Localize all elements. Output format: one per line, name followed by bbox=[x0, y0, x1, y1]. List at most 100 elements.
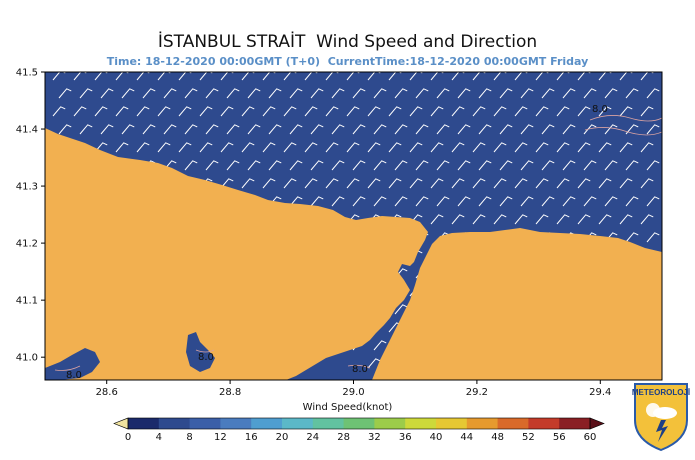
wind-barb bbox=[325, 142, 339, 153]
wind-barb bbox=[668, 233, 680, 242]
wind-barb bbox=[661, 331, 662, 332]
wind-barb bbox=[583, 124, 597, 135]
wind-barb bbox=[79, 124, 93, 135]
wind-barb bbox=[388, 142, 402, 153]
wind-barb bbox=[451, 178, 465, 189]
wind-barb bbox=[430, 214, 444, 225]
wind-barb bbox=[619, 142, 633, 153]
wind-barb bbox=[556, 214, 570, 225]
wind-barb bbox=[493, 178, 507, 189]
colorbar-tick-label: 0 bbox=[125, 432, 131, 443]
wind-barb bbox=[520, 88, 534, 99]
wind-barb bbox=[472, 178, 486, 189]
wind-barb bbox=[346, 142, 360, 153]
wind-barb bbox=[304, 178, 318, 189]
wind-barb bbox=[394, 124, 408, 135]
wind-barb bbox=[577, 178, 591, 189]
colorbar-segment bbox=[497, 418, 529, 429]
wind-barb bbox=[640, 178, 654, 189]
wind-barb bbox=[268, 160, 282, 171]
wind-barb bbox=[478, 196, 492, 207]
colorbar-segment bbox=[312, 418, 345, 429]
wind-barb bbox=[178, 106, 192, 117]
wind-barb bbox=[499, 88, 513, 99]
wind-barb bbox=[325, 178, 339, 189]
colorbar-tick-label: 40 bbox=[430, 432, 443, 443]
wind-barb bbox=[205, 124, 219, 135]
wind-barb bbox=[520, 160, 534, 171]
wind-barb bbox=[367, 178, 381, 189]
wind-barb bbox=[310, 124, 324, 135]
wind-barb bbox=[430, 106, 444, 117]
wind-barb bbox=[520, 196, 534, 207]
wind-barb bbox=[457, 124, 471, 135]
wind-barb bbox=[668, 197, 680, 206]
wind-barb bbox=[436, 160, 450, 171]
wind-barb bbox=[310, 196, 324, 207]
wind-barb bbox=[472, 106, 486, 117]
colorbar-segment bbox=[436, 418, 468, 429]
colorbar-segment bbox=[559, 418, 591, 429]
colorbar-tick-label: 28 bbox=[337, 432, 350, 443]
wind-barb bbox=[241, 178, 255, 189]
wind-barb bbox=[283, 178, 297, 189]
colorbar-max-extend bbox=[589, 417, 605, 430]
wind-barb bbox=[478, 160, 492, 171]
wind-barb bbox=[268, 124, 282, 135]
colorbar-tick-label: 24 bbox=[306, 432, 319, 443]
wind-barb bbox=[289, 124, 303, 135]
bay-west bbox=[45, 348, 100, 380]
wind-barb bbox=[472, 142, 486, 153]
colorbar-segment bbox=[158, 418, 191, 429]
wind-barb bbox=[640, 106, 654, 117]
wind-barb bbox=[184, 124, 198, 135]
wind-barb bbox=[373, 88, 387, 99]
wind-barb bbox=[241, 142, 255, 153]
wind-barb bbox=[115, 106, 129, 117]
wind-barb bbox=[373, 160, 387, 171]
wind-barb bbox=[535, 214, 549, 225]
wind-barb bbox=[619, 178, 633, 189]
x-tick-label: 28.8 bbox=[219, 387, 241, 398]
contour-label-1: 8.0 bbox=[592, 104, 608, 115]
y-tick-label: 41.1 bbox=[16, 296, 38, 307]
y-tick-label: 41.5 bbox=[16, 68, 38, 79]
wind-barb bbox=[661, 223, 662, 224]
wind-barb bbox=[199, 106, 213, 117]
wind-barb bbox=[331, 160, 345, 171]
wind-barb bbox=[310, 88, 324, 99]
colorbar-tick-label: 20 bbox=[276, 432, 289, 443]
wind-barb bbox=[178, 142, 192, 153]
contours bbox=[54, 115, 662, 371]
colorbar-tick-label: 52 bbox=[522, 432, 535, 443]
wind-barb bbox=[619, 214, 633, 225]
x-tick-label: 29.0 bbox=[342, 387, 364, 398]
wind-barb bbox=[184, 88, 198, 99]
wind-barb bbox=[577, 214, 591, 225]
wind-barb bbox=[331, 124, 345, 135]
bay-kucukcekmece bbox=[186, 332, 215, 372]
wind-barb bbox=[352, 196, 366, 207]
colorbar-tick-label: 4 bbox=[156, 432, 162, 443]
y-tick-label: 41.3 bbox=[16, 182, 38, 193]
wind-barb bbox=[668, 305, 680, 314]
wind-barb bbox=[283, 142, 297, 153]
wind-barb bbox=[247, 124, 261, 135]
wind-barb bbox=[121, 124, 135, 135]
wind-barb bbox=[646, 196, 660, 207]
wind-barb bbox=[541, 124, 555, 135]
logo-text: METEOROLOJİ bbox=[632, 388, 690, 397]
wind-barb bbox=[556, 178, 570, 189]
wind-barb bbox=[262, 142, 276, 153]
wind-barb bbox=[220, 106, 234, 117]
wind-barb bbox=[352, 124, 366, 135]
wind-barb bbox=[457, 88, 471, 99]
wind-barb bbox=[409, 106, 423, 117]
wind-barb bbox=[478, 124, 492, 135]
wind-barb bbox=[73, 106, 87, 117]
wind-barb bbox=[625, 232, 639, 243]
wind-barb bbox=[493, 214, 507, 225]
wind-barb bbox=[346, 106, 360, 117]
wind-barb bbox=[325, 106, 339, 117]
wind-barb bbox=[562, 88, 576, 99]
